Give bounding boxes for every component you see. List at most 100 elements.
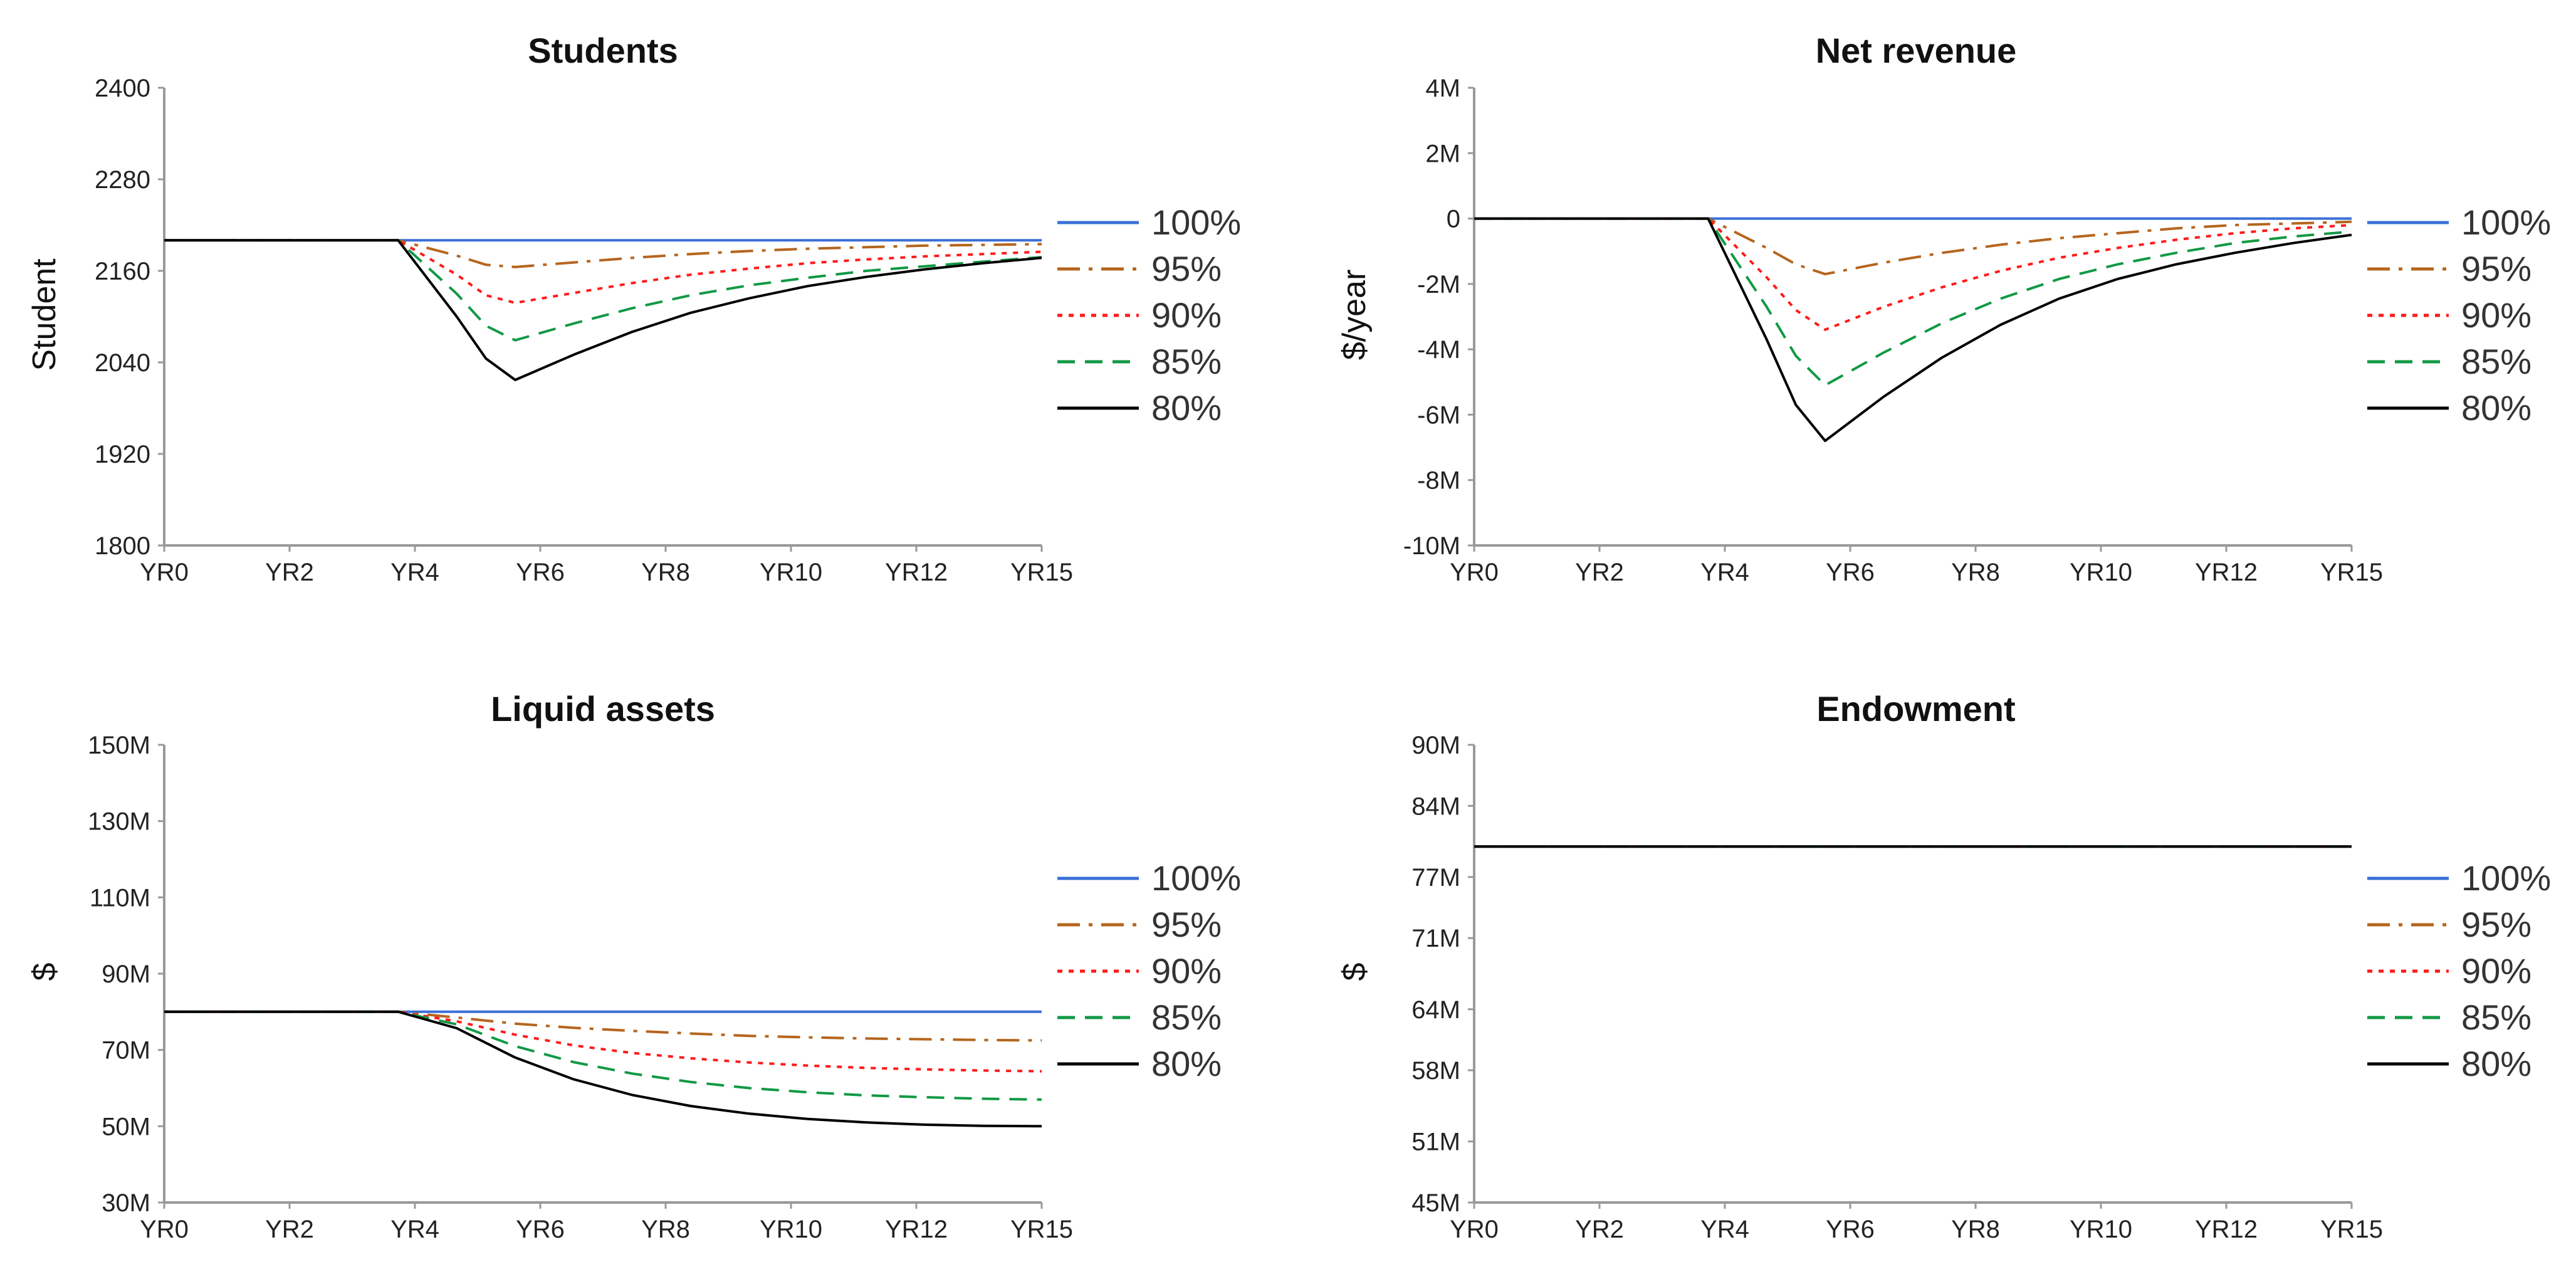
x-tick-label: YR15 bbox=[1010, 559, 1073, 586]
net-revenue-chart: Net revenue $/year -10M -8M -6M -4M -2M 0 2M 4M… bbox=[1336, 31, 2551, 586]
y-tick-label: 2160 bbox=[95, 258, 150, 285]
x-tick-label: YR4 bbox=[390, 1216, 439, 1243]
x-tick-label: YR10 bbox=[760, 559, 822, 586]
series-line-80pct bbox=[164, 239, 1042, 381]
y-tick-label: 2M bbox=[1425, 140, 1460, 167]
x-tick-label: YR2 bbox=[1575, 559, 1624, 586]
x-tick-label: YR15 bbox=[2320, 1216, 2383, 1243]
x-tick-label: YR10 bbox=[760, 1216, 822, 1243]
legend-label: 100% bbox=[2461, 203, 2551, 242]
y-tick-label: 0 bbox=[1447, 206, 1460, 233]
x-tick-label: YR12 bbox=[2195, 1216, 2258, 1243]
series-line-90pct bbox=[1474, 217, 2352, 331]
legend-label: 80% bbox=[2461, 388, 2531, 428]
legend-label: 85% bbox=[2461, 342, 2531, 381]
liquid-assets-chart: Liquid assets $ 30M 50M 70M 90M 110M 130M 150M… bbox=[26, 689, 1241, 1243]
x-tick-label: YR8 bbox=[641, 559, 690, 586]
x-tick-label: YR15 bbox=[2320, 559, 2383, 586]
y-axis-label: $/year bbox=[1336, 270, 1373, 360]
series-line-85pct bbox=[164, 239, 1042, 342]
y-tick-label: 45M bbox=[1411, 1189, 1460, 1217]
legend-label: 90% bbox=[2461, 951, 2531, 991]
x-tick-label: YR10 bbox=[2070, 1216, 2132, 1243]
legend-label: 85% bbox=[1151, 997, 1222, 1037]
x-tick-label: YR4 bbox=[390, 559, 439, 586]
y-tick-label: -6M bbox=[1417, 401, 1460, 429]
y-tick-label: 90M bbox=[1411, 732, 1460, 759]
x-tick-label: YR8 bbox=[1951, 559, 2000, 586]
x-tick-label: YR2 bbox=[1575, 1216, 1624, 1243]
y-tick-label: 51M bbox=[1411, 1129, 1460, 1156]
x-tick-label: YR6 bbox=[516, 1216, 565, 1243]
legend-label: 85% bbox=[1151, 342, 1222, 381]
chart-title: Students bbox=[528, 31, 678, 70]
x-tick-label: YR8 bbox=[641, 1216, 690, 1243]
chart-title: Liquid assets bbox=[491, 689, 715, 729]
x-tick-label: YR0 bbox=[140, 1216, 189, 1243]
y-axis-label: $ bbox=[1336, 962, 1373, 981]
x-tick-label: YR12 bbox=[885, 1216, 948, 1243]
y-tick-label: -4M bbox=[1417, 336, 1460, 364]
y-tick-label: 71M bbox=[1411, 925, 1460, 952]
y-tick-label: 4M bbox=[1425, 75, 1460, 102]
legend-label: 95% bbox=[2461, 905, 2531, 944]
y-tick-label: 77M bbox=[1411, 864, 1460, 892]
x-tick-label: YR4 bbox=[1700, 559, 1749, 586]
y-tick-label: 84M bbox=[1411, 792, 1460, 820]
legend-label: 90% bbox=[1151, 295, 1222, 335]
y-tick-label: -2M bbox=[1417, 271, 1460, 298]
y-tick-label: 1800 bbox=[95, 532, 150, 560]
legend-label: 85% bbox=[2461, 997, 2531, 1037]
legend-label: 80% bbox=[2461, 1044, 2531, 1083]
x-tick-label: YR6 bbox=[1826, 1216, 1875, 1243]
legend-label: 95% bbox=[1151, 905, 1222, 944]
legend-label: 80% bbox=[1151, 1044, 1222, 1083]
y-tick-label: 90M bbox=[102, 960, 150, 988]
endowment-chart: Endowment $ 45M 51M 58M 64M 71M 77M 84M 90M YR0 Y… bbox=[1336, 689, 2551, 1243]
y-tick-label: 58M bbox=[1411, 1057, 1460, 1085]
series-line-95pct bbox=[164, 1010, 1042, 1042]
series-line-95pct bbox=[164, 239, 1042, 268]
x-tick-label: YR6 bbox=[1826, 559, 1875, 586]
y-tick-label: 110M bbox=[90, 884, 150, 912]
series-line-85pct bbox=[1474, 217, 2352, 387]
y-tick-label: 30M bbox=[102, 1189, 150, 1217]
legend-label: 90% bbox=[1151, 951, 1222, 991]
students-chart: Students Student 1800 1920 2040 2160 2280 240… bbox=[26, 31, 1241, 586]
legend-label: 100% bbox=[2461, 858, 2551, 898]
series-line-80pct bbox=[1474, 217, 2352, 443]
y-tick-label: 64M bbox=[1411, 996, 1460, 1024]
y-tick-label: 150M bbox=[88, 732, 150, 759]
legend-label: 100% bbox=[1151, 203, 1241, 242]
series-line-80pct bbox=[164, 1010, 1042, 1128]
chart-title: Endowment bbox=[1816, 689, 2015, 729]
legend-label: 90% bbox=[2461, 295, 2531, 335]
x-tick-label: YR4 bbox=[1700, 1216, 1749, 1243]
y-tick-label: 2400 bbox=[95, 75, 150, 102]
legend-label: 95% bbox=[2461, 249, 2531, 288]
legend-label: 95% bbox=[1151, 249, 1222, 288]
y-tick-label: -8M bbox=[1417, 467, 1460, 495]
y-axis-label: Student bbox=[26, 258, 63, 371]
x-tick-label: YR10 bbox=[2070, 559, 2132, 586]
y-tick-label: 2280 bbox=[95, 166, 150, 194]
x-tick-label: YR2 bbox=[265, 1216, 314, 1243]
x-tick-label: YR12 bbox=[885, 559, 948, 586]
x-tick-label: YR2 bbox=[265, 559, 314, 586]
x-tick-label: YR6 bbox=[516, 559, 565, 586]
x-tick-label: YR15 bbox=[1010, 1216, 1073, 1243]
y-tick-label: -10M bbox=[1403, 532, 1460, 560]
y-tick-label: 70M bbox=[102, 1037, 150, 1065]
y-tick-label: 50M bbox=[102, 1113, 150, 1140]
y-tick-label: 2040 bbox=[95, 349, 150, 377]
x-tick-label: YR0 bbox=[1450, 559, 1499, 586]
chart-title: Net revenue bbox=[1816, 31, 2017, 70]
y-tick-label: 130M bbox=[88, 808, 150, 836]
x-tick-label: YR0 bbox=[140, 559, 189, 586]
series-line-90pct bbox=[164, 1010, 1042, 1073]
legend-label: 80% bbox=[1151, 388, 1222, 428]
x-tick-label: YR12 bbox=[2195, 559, 2258, 586]
y-tick-label: 1920 bbox=[95, 441, 150, 468]
x-tick-label: YR8 bbox=[1951, 1216, 2000, 1243]
